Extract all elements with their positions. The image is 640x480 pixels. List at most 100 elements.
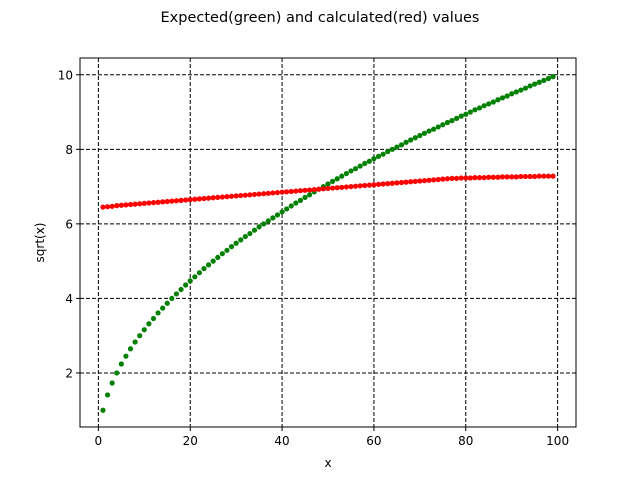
y-tick-label: 2: [65, 366, 73, 380]
data-point: [352, 183, 359, 189]
data-point: [164, 300, 170, 306]
data-point: [307, 192, 313, 198]
data-point: [499, 95, 506, 101]
data-point: [435, 124, 441, 130]
data-point: [398, 142, 405, 148]
data-point: [141, 327, 147, 333]
grid: [80, 58, 576, 427]
data-point: [302, 187, 308, 193]
data-point: [325, 181, 331, 187]
data-point: [453, 115, 460, 121]
data-point: [155, 199, 161, 205]
data-point: [183, 282, 189, 288]
data-point: [467, 109, 473, 115]
data-point: [288, 203, 294, 209]
data-point: [265, 190, 271, 196]
data-point: [150, 200, 157, 206]
data-point: [293, 200, 299, 206]
data-point: [509, 174, 515, 180]
data-point: [495, 174, 501, 180]
data-point: [371, 156, 377, 162]
y-axis-label: sqrt(x): [33, 223, 47, 263]
data-point: [472, 175, 478, 181]
data-point: [297, 197, 304, 203]
data-point: [178, 286, 184, 293]
data-point: [449, 175, 455, 181]
data-point: [532, 173, 538, 180]
data-point: [123, 202, 129, 208]
data-point: [210, 258, 216, 264]
data-point: [302, 194, 308, 200]
data-point: [284, 206, 290, 212]
data-point: [431, 177, 437, 183]
data-point: [146, 200, 152, 206]
data-point: [527, 83, 533, 89]
data-point: [449, 118, 455, 124]
data-point: [472, 107, 478, 113]
data-point: [481, 103, 487, 109]
data-point: [270, 190, 276, 196]
data-point: [394, 180, 400, 186]
plot-frame: [79, 57, 577, 428]
data-point: [334, 185, 340, 191]
data-point: [385, 181, 391, 187]
data-point: [261, 191, 267, 197]
data-point: [486, 174, 492, 180]
ticks: 0 20 40 60 80 100 2 4 6 8 10: [58, 68, 569, 448]
data-point: [522, 173, 529, 180]
data-point: [550, 173, 556, 179]
data-point: [375, 181, 382, 187]
data-point: [265, 218, 271, 224]
data-point: [394, 144, 400, 150]
data-point: [164, 198, 170, 205]
data-point: [132, 339, 138, 345]
y-tick-label: 8: [65, 143, 73, 157]
data-point: [329, 178, 336, 184]
data-point: [513, 89, 519, 95]
data-point: [215, 254, 221, 261]
x-tick-label: 20: [183, 434, 198, 448]
data-point: [412, 178, 418, 184]
data-point: [371, 182, 377, 188]
data-point: [169, 198, 175, 204]
data-point: [458, 175, 464, 181]
data-point: [504, 174, 510, 180]
data-point: [233, 193, 239, 199]
expected-series: [100, 74, 556, 413]
data-point: [187, 197, 193, 203]
data-point: [426, 128, 432, 134]
data-point: [247, 230, 253, 237]
data-point: [256, 191, 262, 197]
data-point: [362, 160, 368, 167]
data-point: [421, 178, 428, 184]
data-point: [325, 185, 331, 192]
data-point: [444, 119, 451, 126]
data-point: [279, 209, 285, 215]
data-point: [536, 79, 542, 85]
data-point: [104, 204, 111, 210]
data-point: [513, 174, 519, 180]
x-axis-label: x: [324, 456, 331, 470]
data-point: [187, 278, 193, 284]
data-point: [440, 176, 446, 182]
data-point: [316, 186, 322, 192]
data-point: [279, 189, 285, 195]
data-point: [118, 361, 124, 367]
y-tick-label: 6: [65, 217, 73, 231]
data-point: [238, 237, 244, 243]
data-point: [366, 182, 372, 188]
data-point: [417, 178, 423, 184]
data-point: [251, 227, 258, 233]
series-layer: [100, 74, 556, 413]
data-point: [242, 192, 248, 198]
data-point: [127, 201, 134, 208]
x-tick-label: 80: [458, 434, 473, 448]
data-point: [545, 173, 552, 179]
data-point: [444, 176, 451, 182]
data-point: [183, 197, 189, 203]
data-point: [385, 148, 391, 155]
data-point: [408, 137, 414, 143]
data-point: [274, 212, 281, 218]
data-point: [421, 130, 428, 136]
